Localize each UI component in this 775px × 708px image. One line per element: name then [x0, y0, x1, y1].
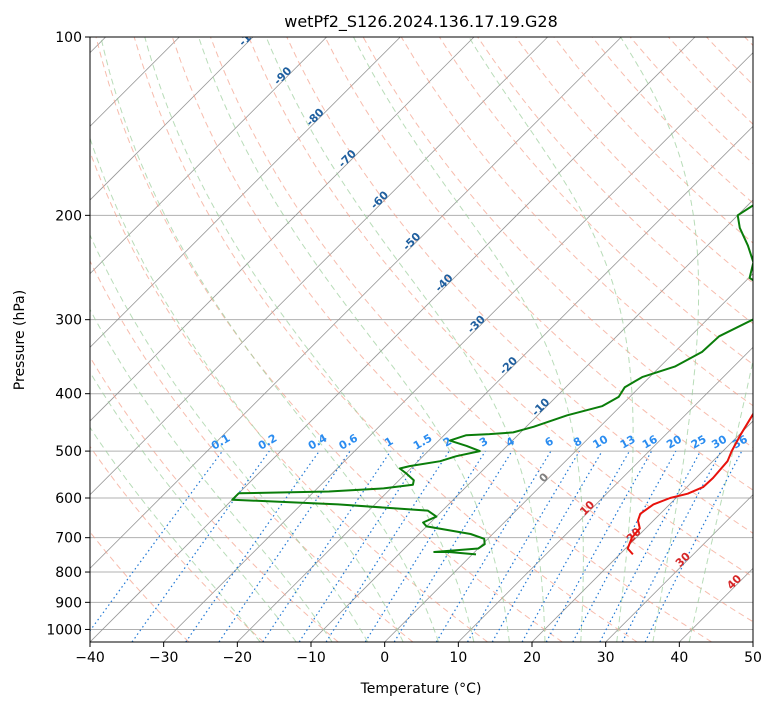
isotherm-line [605, 494, 753, 642]
mixing-ratio-line [364, 450, 486, 642]
dry-adiabat-line [324, 37, 753, 491]
x-tick-label: 0 [380, 650, 389, 666]
moist-adiabat-line [265, 37, 546, 642]
isotherm-line [90, 37, 475, 422]
dry-adiabat-line [133, 37, 638, 642]
y-tick-label: 800 [55, 565, 82, 581]
dry-adiabat-line [95, 37, 563, 642]
mixing-ratio-line [435, 450, 552, 642]
moist-adiabat-line [90, 233, 369, 642]
y-tick-label: 700 [55, 531, 82, 547]
x-tick-label: −20 [223, 650, 253, 666]
dry-adiabat-line [286, 37, 753, 534]
moist-adiabat-line [198, 37, 510, 642]
mixing-ratio-line [262, 450, 392, 642]
x-tick-label: −30 [149, 650, 179, 666]
chart-title: wetPf2_S126.2024.136.17.19.G28 [284, 12, 558, 32]
isotherm-line [90, 37, 622, 569]
y-tick-label: 300 [55, 313, 82, 329]
moist-adiabat-line [353, 37, 584, 642]
isotherm-line [90, 37, 327, 275]
mixing-ratio-line [325, 450, 450, 642]
dry-adiabat-line [90, 445, 264, 642]
mixing-ratio-line [572, 450, 677, 642]
x-axis-label: Temperature (°C) [360, 681, 482, 697]
moist-adiabat-line [688, 358, 753, 642]
dewpoint-profile-line [231, 204, 753, 556]
moist-adiabat-line [90, 426, 261, 642]
background-lines [90, 37, 753, 642]
x-tick-label: −10 [296, 650, 326, 666]
x-tick-label: 40 [670, 650, 688, 666]
isotherm-label: -100 [236, 20, 265, 49]
isotherm-line [90, 37, 254, 201]
isotherm-line [458, 346, 753, 642]
mixing-ratio-line [393, 450, 513, 642]
y-tick-label: 1000 [46, 622, 82, 638]
mixing-ratio-line [185, 450, 320, 642]
x-axis-ticks: −40 −30 −20 −10 0 10 20 30 40 50 [75, 642, 762, 666]
mixing-ratio-line [298, 450, 425, 642]
isotherm-line [90, 37, 696, 642]
plot-frame [89, 36, 754, 643]
dry-adiabat-line [515, 37, 753, 284]
isotherm-line [90, 37, 401, 348]
mixing-ratio-line [218, 450, 351, 642]
dry-adiabat-line [171, 37, 712, 642]
moist-adiabat-line [144, 37, 475, 642]
y-tick-label: 500 [55, 444, 82, 460]
x-tick-label: 10 [449, 650, 467, 666]
moist-adiabat-line [620, 37, 700, 642]
profile-series [231, 204, 753, 556]
isotherm-line [237, 125, 753, 642]
x-tick-label: 30 [597, 650, 615, 666]
mixing-ratio-line [599, 450, 702, 642]
isotherm-line [90, 37, 548, 496]
moist-adiabat-line [90, 371, 297, 642]
moist-adiabat-line [100, 37, 439, 642]
isotherm-line [531, 420, 753, 642]
temperature-profile-line [626, 412, 753, 556]
y-tick-label: 100 [55, 30, 82, 46]
y-tick-label: 900 [55, 595, 82, 611]
isotherm-line [384, 273, 753, 642]
x-tick-label: −40 [75, 650, 105, 666]
dry-adiabat-line [248, 37, 753, 578]
x-tick-label: 50 [744, 650, 762, 666]
x-tick-label: 20 [523, 650, 541, 666]
y-tick-label: 200 [55, 208, 82, 224]
dry-adiabat-line [210, 37, 753, 623]
y-axis-ticks: 100 200 300 400 500 600 700 800 900 1000 [46, 30, 90, 638]
y-axis-label: Pressure (hPa) [12, 290, 28, 390]
y-tick-label: 600 [55, 491, 82, 507]
moist-adiabat-line [90, 136, 404, 642]
isotherm-line [163, 52, 753, 642]
mixing-ratio-line [466, 450, 580, 642]
y-tick-label: 400 [55, 387, 82, 403]
dry-adiabat-line [90, 259, 414, 642]
